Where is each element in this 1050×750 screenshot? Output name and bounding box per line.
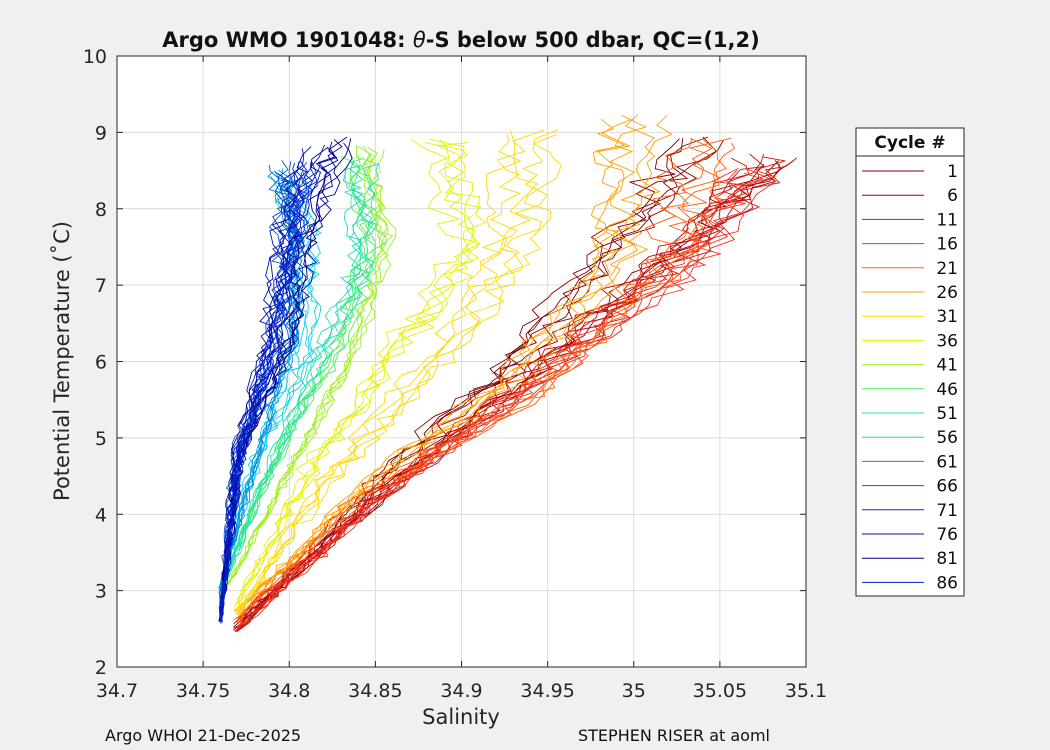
series-line-26 bbox=[241, 118, 627, 616]
legend-label-86: 86 bbox=[936, 573, 958, 593]
series-line-31 bbox=[235, 129, 558, 615]
series-line-86 bbox=[219, 161, 318, 622]
series-line-21 bbox=[240, 142, 736, 625]
series-line-71 bbox=[219, 172, 306, 615]
y-tick-label: 9 bbox=[95, 122, 107, 144]
legend-label-51: 51 bbox=[936, 404, 958, 424]
series-line-41 bbox=[221, 145, 387, 601]
series-line-1 bbox=[233, 136, 709, 631]
y-tick-label: 8 bbox=[95, 199, 107, 221]
series-line-21 bbox=[237, 138, 727, 620]
series-line-41 bbox=[220, 148, 397, 596]
y-tick-label: 10 bbox=[83, 46, 107, 68]
x-tick-label: 35.1 bbox=[785, 680, 827, 702]
legend-label-31: 31 bbox=[936, 307, 958, 327]
series-line-26 bbox=[233, 114, 656, 611]
series-line-31 bbox=[238, 129, 526, 616]
legend-label-1: 1 bbox=[947, 162, 958, 182]
series-line-41 bbox=[220, 145, 388, 601]
data-lines bbox=[218, 114, 798, 633]
legend-label-26: 26 bbox=[936, 283, 958, 303]
y-tick-label: 6 bbox=[95, 352, 107, 374]
series-line-26 bbox=[237, 114, 673, 615]
legend: Cycle # 16111621263136414651566166717681… bbox=[855, 127, 965, 597]
y-tick-label: 3 bbox=[95, 581, 107, 603]
legend-label-6: 6 bbox=[947, 186, 958, 206]
x-axis-label: Salinity bbox=[422, 705, 500, 729]
legend-label-76: 76 bbox=[936, 525, 958, 545]
series-line-31 bbox=[233, 134, 522, 612]
y-tick-label: 4 bbox=[95, 504, 107, 526]
x-tick-label: 34.85 bbox=[348, 680, 402, 702]
x-tick-label: 34.8 bbox=[268, 680, 310, 702]
legend-title: Cycle # bbox=[874, 133, 945, 153]
y-tick-label: 7 bbox=[95, 275, 107, 297]
series-line-41 bbox=[221, 146, 394, 597]
series-line-26 bbox=[238, 118, 632, 617]
x-tick-label: 35.05 bbox=[693, 680, 747, 702]
legend-label-46: 46 bbox=[936, 380, 958, 400]
footer-left: Argo WHOI 21-Dec-2025 bbox=[105, 726, 302, 745]
series-line-76 bbox=[218, 146, 329, 620]
series-line-31 bbox=[234, 129, 545, 611]
series-line-11 bbox=[238, 153, 765, 621]
series-line-16 bbox=[236, 169, 748, 629]
legend-box bbox=[855, 127, 965, 597]
series-line-1 bbox=[233, 138, 680, 628]
series-line-36 bbox=[237, 142, 482, 608]
legend-label-66: 66 bbox=[936, 477, 958, 497]
legend-label-56: 56 bbox=[936, 428, 958, 448]
legend-label-36: 36 bbox=[936, 331, 958, 351]
x-tick-label: 35 bbox=[622, 680, 646, 702]
series-line-16 bbox=[240, 168, 777, 630]
series-line-46 bbox=[219, 152, 368, 594]
legend-label-41: 41 bbox=[936, 356, 958, 376]
x-tick-label: 34.9 bbox=[440, 680, 482, 702]
series-line-51 bbox=[221, 163, 380, 589]
series-line-86 bbox=[220, 160, 317, 623]
legend-label-71: 71 bbox=[936, 501, 958, 521]
series-line-51 bbox=[220, 160, 368, 593]
x-tick-label: 34.7 bbox=[96, 680, 138, 702]
series-line-16 bbox=[233, 171, 776, 629]
x-axis: 34.7 34.75 34.8 34.85 34.9 34.95 35 35.05 35.1 bbox=[96, 56, 827, 702]
series-line-31 bbox=[235, 134, 562, 614]
x-tick-label: 34.95 bbox=[520, 680, 574, 702]
legend-label-21: 21 bbox=[936, 259, 958, 279]
series-line-46 bbox=[220, 154, 377, 593]
series-line-56 bbox=[220, 177, 322, 591]
series-line-86 bbox=[220, 162, 305, 622]
series-line-51 bbox=[219, 162, 379, 593]
legend-label-81: 81 bbox=[936, 549, 958, 569]
legend-label-61: 61 bbox=[936, 452, 958, 472]
y-axis: 2 3 4 5 6 7 8 9 10 bbox=[83, 46, 806, 679]
y-axis-label: Potential Temperature (˚C) bbox=[50, 221, 74, 501]
legend-label-11: 11 bbox=[936, 210, 958, 230]
series-line-86 bbox=[218, 161, 322, 622]
series-line-46 bbox=[218, 152, 387, 589]
series-line-36 bbox=[237, 142, 487, 605]
y-tick-label: 5 bbox=[95, 428, 107, 450]
x-tick-label: 34.75 bbox=[176, 680, 230, 702]
chart-title: Argo WMO 1901048: θ-S below 500 dbar, QC… bbox=[162, 28, 759, 52]
y-tick-label: 2 bbox=[95, 657, 107, 679]
series-line-66 bbox=[219, 161, 301, 604]
series-line-6 bbox=[238, 160, 782, 631]
legend-label-16: 16 bbox=[936, 235, 958, 255]
footer-right: STEPHEN RISER at aoml bbox=[578, 726, 770, 745]
